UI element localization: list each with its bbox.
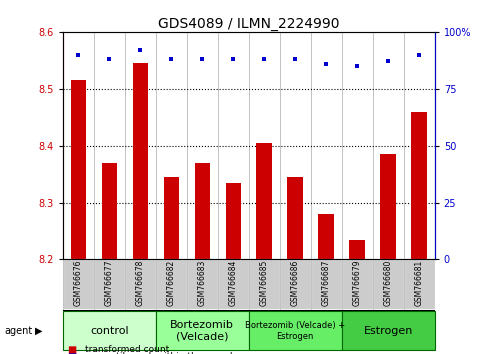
Bar (164, 177, 179, 259)
Bar (287, 177, 303, 259)
Bar (404, 259, 435, 309)
Bar (373, 259, 404, 309)
Bar (342, 259, 373, 309)
Bar (280, 259, 311, 309)
Point (199, 56, 206, 62)
Text: GSM766677: GSM766677 (105, 259, 114, 306)
Text: GSM766679: GSM766679 (353, 259, 362, 306)
Text: control: control (90, 326, 128, 336)
Bar (256, 143, 272, 259)
Text: GSM766681: GSM766681 (415, 259, 424, 306)
Point (168, 56, 175, 62)
Bar (156, 311, 249, 350)
Bar (63, 259, 94, 309)
Point (354, 63, 361, 69)
Bar (195, 163, 210, 259)
Point (136, 47, 144, 53)
Point (415, 52, 423, 57)
Bar (412, 112, 427, 259)
Text: ■: ■ (68, 345, 77, 354)
Bar (94, 259, 125, 309)
Bar (218, 259, 249, 309)
Bar (63, 311, 156, 350)
Point (291, 56, 299, 62)
Point (260, 56, 268, 62)
Point (384, 59, 392, 64)
Bar (311, 259, 342, 309)
Bar (350, 240, 365, 259)
Text: ■: ■ (68, 352, 77, 354)
Bar (101, 163, 117, 259)
Bar (318, 214, 334, 259)
Text: GSM766684: GSM766684 (229, 259, 238, 306)
Bar (249, 311, 342, 350)
Point (105, 56, 113, 62)
Bar (125, 259, 156, 309)
Bar (381, 154, 396, 259)
Bar (156, 259, 187, 309)
Text: GSM766680: GSM766680 (384, 259, 393, 306)
Text: GSM766687: GSM766687 (322, 259, 331, 306)
Bar (71, 80, 86, 259)
Bar (187, 259, 218, 309)
Point (74, 52, 82, 57)
Bar (132, 63, 148, 259)
Bar (249, 259, 280, 309)
Text: GSM766682: GSM766682 (167, 259, 176, 306)
Point (229, 56, 237, 62)
Text: GSM766683: GSM766683 (198, 259, 207, 306)
Text: Estrogen: Estrogen (364, 326, 413, 336)
Text: Bortezomib (Velcade) +
Estrogen: Bortezomib (Velcade) + Estrogen (245, 321, 345, 341)
Point (322, 61, 330, 67)
Text: agent: agent (5, 326, 33, 336)
Text: ▶: ▶ (35, 326, 43, 336)
Text: percentile rank within the sample: percentile rank within the sample (85, 352, 238, 354)
Text: GSM766686: GSM766686 (291, 259, 300, 306)
Bar (226, 183, 241, 259)
Text: Bortezomib
(Velcade): Bortezomib (Velcade) (170, 320, 234, 342)
Text: transformed count: transformed count (85, 345, 169, 354)
Title: GDS4089 / ILMN_2224990: GDS4089 / ILMN_2224990 (158, 17, 340, 31)
Text: GSM766685: GSM766685 (260, 259, 269, 306)
Text: GSM766676: GSM766676 (74, 259, 83, 306)
Text: GSM766678: GSM766678 (136, 259, 145, 306)
Bar (342, 311, 435, 350)
